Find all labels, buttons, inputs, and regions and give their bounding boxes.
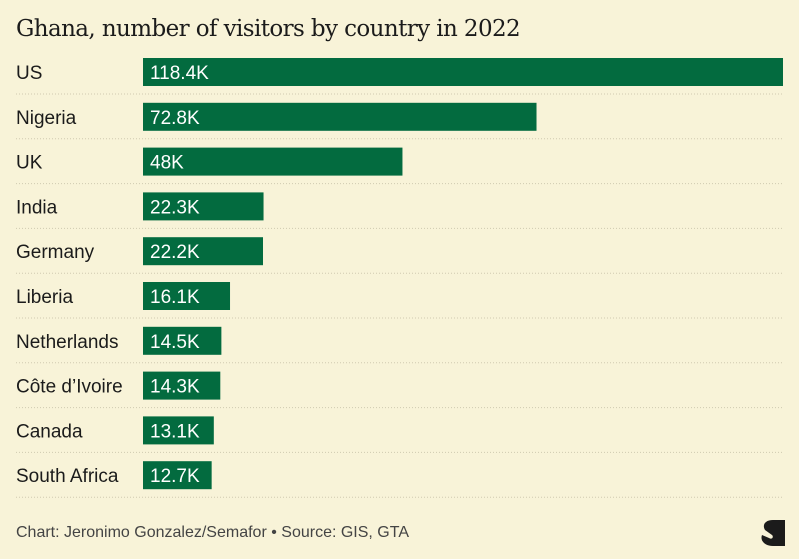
- value-label: 12.7K: [150, 466, 200, 487]
- value-label: 118.4K: [150, 63, 209, 84]
- bar: [143, 282, 231, 310]
- bar: [143, 102, 537, 131]
- chart-title: Ghana, number of visitors by country in …: [16, 16, 521, 42]
- category-label: Netherlands: [16, 332, 118, 353]
- value-label: 14.5K: [150, 332, 200, 353]
- category-label: Canada: [16, 421, 83, 442]
- category-label: Nigeria: [16, 108, 77, 129]
- bar-chart: US 118.4K Nigeria 72.8K UK 48K India 22.3K Germa…: [16, 58, 783, 498]
- category-label: Côte d’Ivoire: [16, 377, 123, 398]
- category-label: Liberia: [16, 287, 73, 308]
- value-label: 72.8K: [150, 108, 200, 129]
- bar: [143, 237, 263, 266]
- bar: [143, 461, 212, 490]
- category-label: South Africa: [16, 466, 119, 487]
- bar: [143, 147, 403, 176]
- source-credit: Chart: Jeronimo Gonzalez/Semafor • Sourc…: [16, 524, 410, 541]
- value-label: 22.2K: [150, 242, 200, 263]
- category-label: UK: [16, 153, 43, 174]
- bar: [143, 58, 783, 86]
- category-label: US: [16, 63, 42, 84]
- bar: [143, 416, 214, 445]
- value-label: 48K: [150, 153, 184, 174]
- bar: [143, 326, 222, 355]
- category-label: India: [16, 197, 58, 218]
- value-label: 16.1K: [150, 287, 200, 308]
- semafor-logo-icon: [761, 520, 785, 546]
- value-label: 14.3K: [150, 377, 200, 398]
- category-label: Germany: [16, 242, 95, 263]
- bar: [143, 371, 221, 400]
- value-label: 22.3K: [150, 197, 200, 218]
- value-label: 13.1K: [150, 421, 200, 442]
- bar: [143, 192, 264, 221]
